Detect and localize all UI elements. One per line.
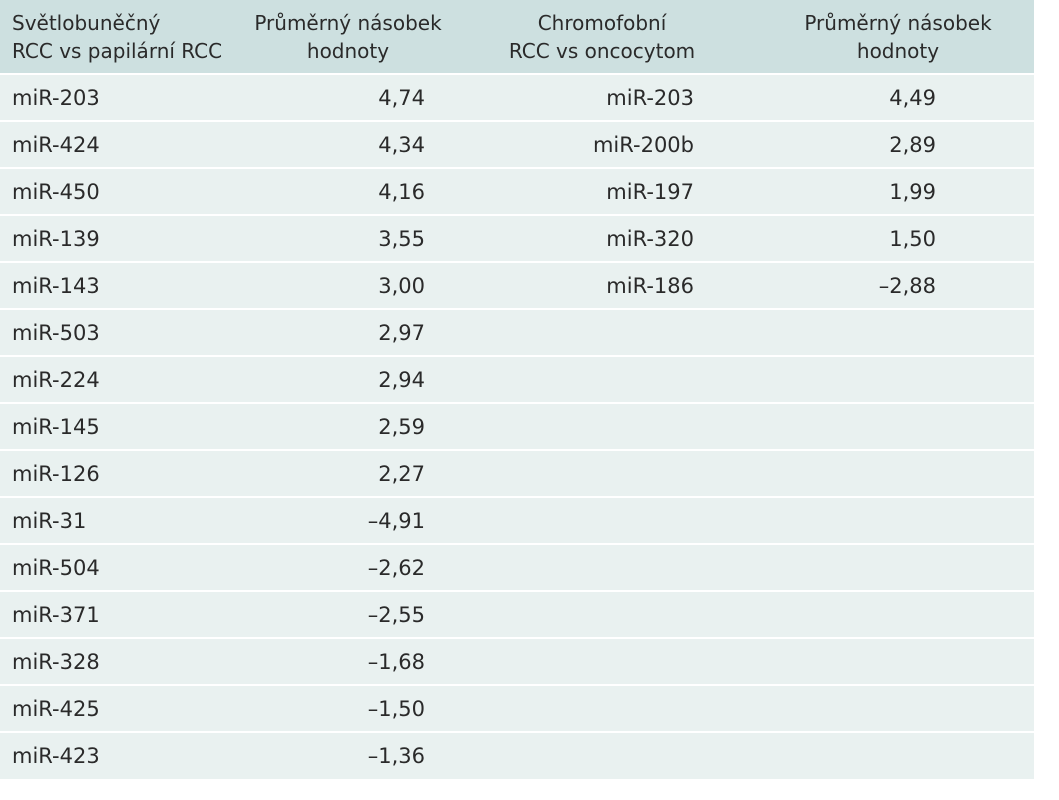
mirna-name-chrcc	[442, 497, 762, 544]
fold-change-chrcc	[762, 685, 1034, 732]
fold-change-chrcc	[762, 450, 1034, 497]
fold-change-chrcc	[762, 544, 1034, 591]
table-header: Světlobuněčný RCC vs papilární RCC Průmě…	[0, 0, 1034, 74]
fold-change-chrcc: 2,89	[889, 132, 936, 157]
fold-change-chrcc: –2,88	[878, 273, 936, 298]
header-fold-change-1: Průměrný násobek hodnoty	[254, 10, 442, 63]
mirna-name-chrcc	[442, 356, 762, 403]
mirna-name-chrcc	[442, 732, 762, 779]
mirna-name-ccrcc: miR-424	[12, 132, 100, 157]
mirna-name-ccrcc: miR-224	[12, 367, 100, 392]
mirna-name-chrcc: miR-186	[606, 273, 694, 298]
table-row: miR-503 2,97	[0, 309, 1034, 356]
mirna-name-chrcc	[442, 544, 762, 591]
fold-change-ccrcc: 4,16	[378, 179, 425, 204]
table-row: miR-425 –1,50	[0, 685, 1034, 732]
fold-change-chrcc	[762, 591, 1034, 638]
fold-change-chrcc	[762, 403, 1034, 450]
mirna-name-ccrcc: miR-126	[12, 461, 100, 486]
header-row: Světlobuněčný RCC vs papilární RCC Průmě…	[0, 0, 1034, 74]
fold-change-ccrcc: 2,27	[378, 461, 425, 486]
header-chromophobe-vs-oncocytoma: Chromofobní RCC vs oncocytom	[508, 10, 696, 63]
fold-change-chrcc	[762, 497, 1034, 544]
mirna-name-ccrcc: miR-143	[12, 273, 100, 298]
table-row: miR-126 2,27	[0, 450, 1034, 497]
table-row: miR-203 4,74 miR-203 4,49	[0, 74, 1034, 121]
mirna-name-chrcc: miR-197	[606, 179, 694, 204]
fold-change-ccrcc: –1,50	[367, 696, 425, 721]
fold-change-ccrcc: 2,59	[378, 414, 425, 439]
header-ccrcc-vs-papillary: Světlobuněčný RCC vs papilární RCC	[12, 10, 223, 63]
fold-change-ccrcc: 2,97	[378, 320, 425, 345]
mirna-name-chrcc	[442, 450, 762, 497]
fold-change-chrcc	[762, 356, 1034, 403]
mirna-name-chrcc: miR-320	[606, 226, 694, 251]
mirna-expression-table: Světlobuněčný RCC vs papilární RCC Průmě…	[0, 0, 1034, 779]
table-row: miR-31 –4,91	[0, 497, 1034, 544]
mirna-name-chrcc: miR-200b	[592, 132, 694, 157]
table-row: miR-423 –1,36	[0, 732, 1034, 779]
fold-change-chrcc: 1,50	[889, 226, 936, 251]
mirna-name-ccrcc: miR-139	[12, 226, 100, 251]
table-row: miR-145 2,59	[0, 403, 1034, 450]
mirna-name-ccrcc: miR-503	[12, 320, 100, 345]
fold-change-ccrcc: 3,55	[378, 226, 425, 251]
mirna-name-chrcc	[442, 685, 762, 732]
mirna-name-chrcc: miR-203	[606, 85, 694, 110]
table-row: miR-143 3,00 miR-186 –2,88	[0, 262, 1034, 309]
mirna-table-container: Světlobuněčný RCC vs papilární RCC Průmě…	[0, 0, 1034, 779]
mirna-name-chrcc	[442, 638, 762, 685]
fold-change-ccrcc: 3,00	[378, 273, 425, 298]
mirna-name-ccrcc: miR-371	[12, 602, 100, 627]
mirna-name-ccrcc: miR-425	[12, 696, 100, 721]
mirna-name-ccrcc: miR-328	[12, 649, 100, 674]
fold-change-chrcc	[762, 638, 1034, 685]
fold-change-chrcc: 1,99	[889, 179, 936, 204]
mirna-name-ccrcc: miR-145	[12, 414, 100, 439]
fold-change-chrcc: 4,49	[889, 85, 936, 110]
table-row: miR-371 –2,55	[0, 591, 1034, 638]
table-row: miR-224 2,94	[0, 356, 1034, 403]
fold-change-ccrcc: –1,68	[367, 649, 425, 674]
table-row: miR-328 –1,68	[0, 638, 1034, 685]
mirna-name-chrcc	[442, 403, 762, 450]
fold-change-chrcc	[762, 732, 1034, 779]
mirna-name-ccrcc: miR-504	[12, 555, 100, 580]
fold-change-ccrcc: 4,34	[378, 132, 425, 157]
table-row: miR-139 3,55 miR-320 1,50	[0, 215, 1034, 262]
mirna-name-ccrcc: miR-203	[12, 85, 100, 110]
table-row: miR-450 4,16 miR-197 1,99	[0, 168, 1034, 215]
fold-change-chrcc	[762, 309, 1034, 356]
mirna-name-ccrcc: miR-31	[12, 508, 87, 533]
mirna-name-ccrcc: miR-423	[12, 744, 100, 768]
header-fold-change-2: Průměrný násobek hodnoty	[804, 10, 992, 63]
fold-change-ccrcc: 4,74	[378, 85, 425, 110]
mirna-name-chrcc	[442, 309, 762, 356]
fold-change-ccrcc: 2,94	[378, 367, 425, 392]
table-row: miR-424 4,34 miR-200b 2,89	[0, 121, 1034, 168]
mirna-name-ccrcc: miR-450	[12, 179, 100, 204]
mirna-name-chrcc	[442, 591, 762, 638]
fold-change-ccrcc: –1,36	[367, 744, 425, 768]
table-row: miR-504 –2,62	[0, 544, 1034, 591]
fold-change-ccrcc: –2,62	[367, 555, 425, 580]
fold-change-ccrcc: –4,91	[367, 508, 425, 533]
fold-change-ccrcc: –2,55	[367, 602, 425, 627]
table-body: miR-203 4,74 miR-203 4,49 miR-424 4,34 miR-200…	[0, 74, 1034, 779]
